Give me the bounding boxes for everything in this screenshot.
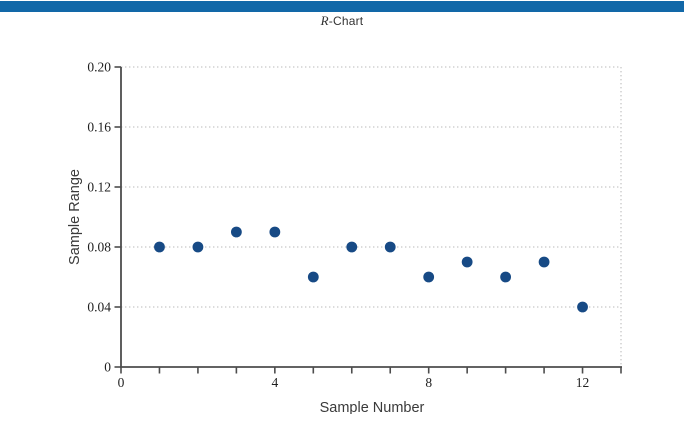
y-tick-label: 0.20 — [87, 60, 111, 75]
x-tick-label: 4 — [271, 375, 278, 390]
x-axis-title: Sample Number — [319, 400, 425, 414]
data-point — [230, 226, 242, 238]
x-tick-label: 0 — [118, 375, 125, 390]
data-point — [307, 271, 319, 283]
top-accent-bar — [0, 1, 684, 12]
data-point — [346, 241, 358, 253]
data-point — [500, 271, 512, 283]
data-point — [423, 271, 435, 283]
data-point — [538, 256, 550, 268]
data-point — [154, 241, 165, 253]
y-tick-label: 0 — [104, 360, 111, 375]
x-tick-label: 12 — [576, 375, 590, 390]
data-point — [384, 241, 396, 253]
chart-title-rest: -Chart — [328, 14, 364, 28]
data-point — [577, 301, 588, 313]
x-tick-label: 8 — [425, 375, 432, 390]
y-tick-label: 0.08 — [87, 240, 111, 255]
y-tick-label: 0.04 — [87, 300, 111, 315]
data-point — [461, 256, 473, 268]
x-axis-title-clip: Sample Number — [122, 400, 622, 414]
data-point — [192, 241, 204, 253]
y-tick-label: 0.16 — [87, 120, 111, 135]
chart-title-italic-r: R — [320, 13, 329, 28]
data-point — [269, 226, 281, 238]
chart-title: R-Chart — [0, 13, 684, 29]
y-tick-label: 0.12 — [87, 180, 111, 195]
